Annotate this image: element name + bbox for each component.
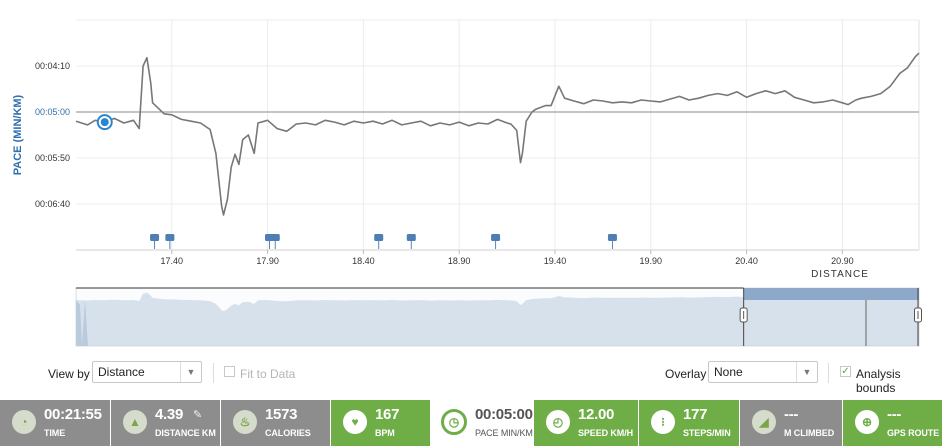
analysis-bounds-checkbox[interactable]: ✓ <box>840 366 851 377</box>
overview-area <box>76 292 919 346</box>
y-tick-label: 00:05:00 <box>35 107 70 117</box>
flame-icon: ♨ <box>233 410 257 434</box>
overlay-select[interactable]: None ▼ <box>708 361 818 383</box>
stat-value: 00:05:00 <box>475 406 533 423</box>
overview-selection-band <box>743 288 919 300</box>
y-axis-title: PACE (MIN/KM) <box>12 94 24 175</box>
stats-bar: ◔ 00:21:55 TIME ▲ 4.39 ✎ DISTANCE KM ♨ 1… <box>0 400 942 446</box>
view-by-label: View by <box>48 367 90 381</box>
lap-marker <box>491 234 501 241</box>
lap-marker <box>150 234 160 241</box>
edit-pencil-icon[interactable]: ✎ <box>193 409 203 421</box>
divider <box>213 363 214 383</box>
pace-gauge-icon: ◷ <box>441 409 467 435</box>
stat-cadence[interactable]: ⁝ 177 STEPS/MIN <box>639 400 739 446</box>
stat-heart-rate[interactable]: ♥ 167 BPM <box>331 400 430 446</box>
distance-icon: ▲ <box>123 410 147 434</box>
lap-marker <box>165 234 175 241</box>
checkmark-icon: ✓ <box>841 366 850 377</box>
stat-value: 177 <box>683 406 708 423</box>
stat-calories[interactable]: ♨ 1573 CALORIES <box>221 400 330 446</box>
stat-label: DISTANCE KM <box>155 428 216 438</box>
stat-gps-route[interactable]: ⊕ --- GPS ROUTE <box>843 400 942 446</box>
chevron-down-icon: ▼ <box>796 362 817 382</box>
overview-selection-fill <box>743 288 919 300</box>
pace-chart[interactable]: PACE (MIN/KM) 00:04:10 00:05:00 00:05:50 00… <box>0 0 942 350</box>
lap-marker <box>406 234 416 241</box>
footsteps-icon: ⁝ <box>651 410 675 434</box>
x-tick-label: 17.90 <box>256 256 279 266</box>
stat-value: 1573 <box>265 406 298 423</box>
range-handle[interactable] <box>739 307 748 323</box>
lap-marker <box>270 234 280 241</box>
stat-label: M CLIMBED <box>784 428 835 438</box>
stat-value: 167 <box>375 406 400 423</box>
lap-marker <box>374 234 384 241</box>
range-handle[interactable] <box>914 307 922 323</box>
stat-value: 12.00 <box>578 406 615 423</box>
gps-crosshair-icon: ⊕ <box>855 410 879 434</box>
x-tick-label: 19.90 <box>640 256 663 266</box>
stat-elevation[interactable]: ◢ --- M CLIMBED <box>740 400 842 446</box>
current-position-marker[interactable] <box>96 114 113 131</box>
x-tick-label: 17.40 <box>161 256 184 266</box>
x-tick-label: 18.90 <box>448 256 471 266</box>
overview-spike <box>76 300 88 346</box>
stat-label: CALORIES <box>265 428 311 438</box>
pace-series-line <box>75 52 920 216</box>
analysis-bounds-label: Analysis bounds <box>856 367 901 395</box>
x-tick-label: 18.40 <box>352 256 375 266</box>
speedometer-icon: ◴ <box>546 410 570 434</box>
stat-label: BPM <box>375 428 395 438</box>
view-by-value: Distance <box>98 365 145 379</box>
stat-label: GPS ROUTE <box>887 428 940 438</box>
x-tick-label: 20.90 <box>831 256 854 266</box>
y-tick-label: 00:06:40 <box>35 199 70 209</box>
stat-label: PACE MIN/KM <box>475 428 533 438</box>
view-by-select[interactable]: Distance ▼ <box>92 361 202 383</box>
overlay-label: Overlay <box>665 367 707 381</box>
overlay-value: None <box>714 365 743 379</box>
y-tick-label: 00:05:50 <box>35 153 70 163</box>
stat-time[interactable]: ◔ 00:21:55 TIME <box>0 400 110 446</box>
stat-distance[interactable]: ▲ 4.39 ✎ DISTANCE KM <box>111 400 220 446</box>
stat-value: --- <box>887 406 902 423</box>
stat-value: 00:21:55 <box>44 406 102 423</box>
stat-value: 4.39 <box>155 406 183 423</box>
x-axis-title: DISTANCE <box>811 269 869 280</box>
stat-label: TIME <box>44 428 66 438</box>
heart-icon: ♥ <box>343 410 367 434</box>
stat-value: --- <box>784 406 799 423</box>
chevron-down-icon: ▼ <box>180 362 201 382</box>
stat-label: STEPS/MIN <box>683 428 731 438</box>
fit-to-data-label: Fit to Data <box>240 367 296 381</box>
fit-to-data-checkbox[interactable] <box>224 366 235 377</box>
x-tick-label: 20.40 <box>735 256 758 266</box>
x-tick-label: 19.40 <box>544 256 567 266</box>
chart-controls: View by Distance ▼ Fit to Data Overlay N… <box>0 358 942 395</box>
elevation-icon: ◢ <box>752 410 776 434</box>
stat-speed[interactable]: ◴ 12.00 SPEED KM/H <box>534 400 638 446</box>
lap-marker <box>607 234 617 241</box>
stat-pace[interactable]: ◷ 00:05:00 PACE MIN/KM <box>431 400 533 446</box>
stat-label: SPEED KM/H <box>578 428 634 438</box>
divider <box>828 363 829 383</box>
stopwatch-icon: ◔ <box>12 410 36 434</box>
y-tick-label: 00:04:10 <box>35 61 70 71</box>
